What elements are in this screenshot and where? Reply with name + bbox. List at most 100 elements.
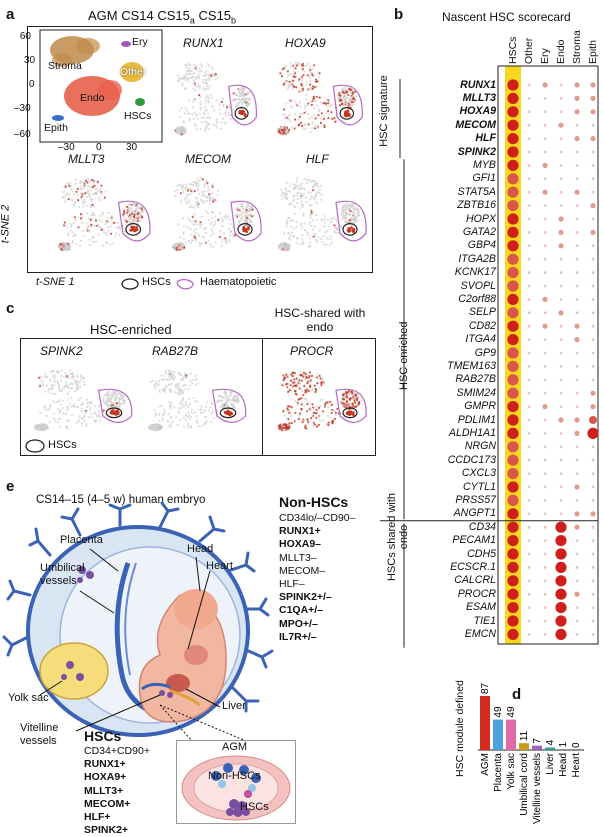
scorecard-dot xyxy=(560,204,563,207)
scorecard-dot xyxy=(544,285,547,288)
scorecard-gene-label: CCDC173 xyxy=(448,454,496,467)
scorecard-dot xyxy=(560,499,563,502)
scorecard-dot xyxy=(544,244,547,247)
scorecard-dot xyxy=(560,352,563,355)
scorecard-dot xyxy=(590,136,595,141)
scorecard-dot xyxy=(576,472,579,475)
scorecard-dot xyxy=(528,258,531,261)
scorecard-gene-label: KCNK17 xyxy=(455,266,496,279)
scorecard-gene-label: RUNX1 xyxy=(460,79,496,92)
bar-value-label: 11 xyxy=(519,730,530,741)
scorecard-dot xyxy=(576,499,579,502)
scorecard-dot xyxy=(528,110,531,113)
scorecard-dot xyxy=(592,486,595,489)
scorecard-dot xyxy=(560,258,563,261)
scorecard-dot xyxy=(574,337,579,342)
panel-c-divider xyxy=(262,338,263,456)
scorecard-dot xyxy=(528,606,531,609)
cluster-label-epith: Epith xyxy=(44,122,68,134)
label-placenta: Placenta xyxy=(60,534,103,546)
scorecard-dot xyxy=(507,254,518,265)
scorecard-dot xyxy=(590,511,595,516)
scorecard-dot xyxy=(560,432,563,435)
scorecard-col-stroma: Stroma xyxy=(571,30,583,64)
scorecard-dot xyxy=(558,123,563,128)
scorecard-dot xyxy=(507,589,518,600)
scorecard-dot xyxy=(576,258,579,261)
scorecard-dot xyxy=(576,459,579,462)
scorecard-dot xyxy=(528,311,531,314)
scorecard-dot xyxy=(544,365,547,368)
scorecard-gene-label: CDH5 xyxy=(467,548,496,561)
scorecard-dot xyxy=(544,151,547,154)
scorecard-dot xyxy=(544,633,547,636)
marker-item: HLF+ xyxy=(84,811,111,824)
scorecard-dot xyxy=(576,606,579,609)
scorecard-dot xyxy=(507,334,518,345)
panel-d-ylabel: HSC module defined xyxy=(454,680,466,777)
tsne-xlabel: t-SNE 1 xyxy=(36,276,75,288)
scorecard-dot xyxy=(560,365,563,368)
scorecard-dot xyxy=(576,311,579,314)
scorecard-dot xyxy=(507,455,518,466)
scorecard-dot xyxy=(544,419,547,422)
scorecard-dot xyxy=(542,190,547,195)
bar-category-label: Umbilical cord xyxy=(519,753,530,816)
scorecard-dot xyxy=(576,204,579,207)
marker-item: MPO+/– xyxy=(279,618,318,631)
scorecard-dot xyxy=(560,151,563,154)
scorecard-gene-label: EMCN xyxy=(465,628,496,641)
label-heart: Heart xyxy=(206,560,233,572)
scorecard-gene-label: MYB xyxy=(473,159,496,172)
scorecard-dot xyxy=(576,392,579,395)
scorecard-dot xyxy=(507,160,518,171)
scorecard-gene-label: PDLIM1 xyxy=(458,414,496,427)
scorecard-dot xyxy=(544,606,547,609)
label-head: Head xyxy=(187,543,213,555)
scorecard-dot xyxy=(592,566,595,569)
scorecard-gene-label: ANGPT1 xyxy=(454,507,496,520)
scorecard-dot xyxy=(574,525,579,530)
panel-c-header-shared: HSC-shared with endo xyxy=(264,306,376,334)
scorecard-dot xyxy=(507,615,518,626)
scorecard-dot xyxy=(544,311,547,314)
scorecard-dot xyxy=(528,177,531,180)
scorecard-dot xyxy=(528,325,531,328)
scorecard-dot xyxy=(592,526,595,529)
scorecard-dot xyxy=(576,177,579,180)
scorecard-gene-label: GMPR xyxy=(464,400,496,413)
scorecard-dot xyxy=(528,499,531,502)
scorecard-dot xyxy=(560,445,563,448)
marker-item: CD34+CD90+ xyxy=(84,745,150,758)
legend-haem-shape xyxy=(176,278,198,290)
marker-item: MLLT3– xyxy=(279,552,317,565)
scorecard-dot xyxy=(574,109,579,114)
scorecard-dot xyxy=(592,459,595,462)
scorecard-dot xyxy=(507,280,518,291)
scorecard-gene-label: PROCR xyxy=(458,588,496,601)
scorecard-dot xyxy=(544,593,547,596)
panel-c-letter: c xyxy=(6,300,14,317)
scorecard-dot xyxy=(574,592,579,597)
scorecard-dot xyxy=(507,522,518,533)
scorecard-dot xyxy=(560,338,563,341)
bar-value-label: 87 xyxy=(480,682,491,694)
cluster-inset: Stroma Ery Other Endo HSCs Epith xyxy=(40,30,162,142)
scorecard-dot xyxy=(507,213,518,224)
scorecard-dot xyxy=(507,361,518,372)
scorecard-dot xyxy=(542,82,547,87)
bar-liver xyxy=(545,748,555,750)
scorecard-dot xyxy=(576,539,579,542)
scorecard-dot xyxy=(528,526,531,529)
scorecard-dot xyxy=(528,244,531,247)
scorecard-dot xyxy=(528,124,531,127)
scorecard-gene-label: HOXA9 xyxy=(460,105,497,118)
scorecard-dot xyxy=(576,633,579,636)
scorecard-dot xyxy=(592,553,595,556)
scorecard-dot xyxy=(544,512,547,515)
scorecard-dot xyxy=(555,522,566,533)
scorecard-gene-label: ITGA2B xyxy=(458,253,496,266)
scorecard-dot xyxy=(574,417,579,422)
scorecard-dot xyxy=(507,481,518,492)
